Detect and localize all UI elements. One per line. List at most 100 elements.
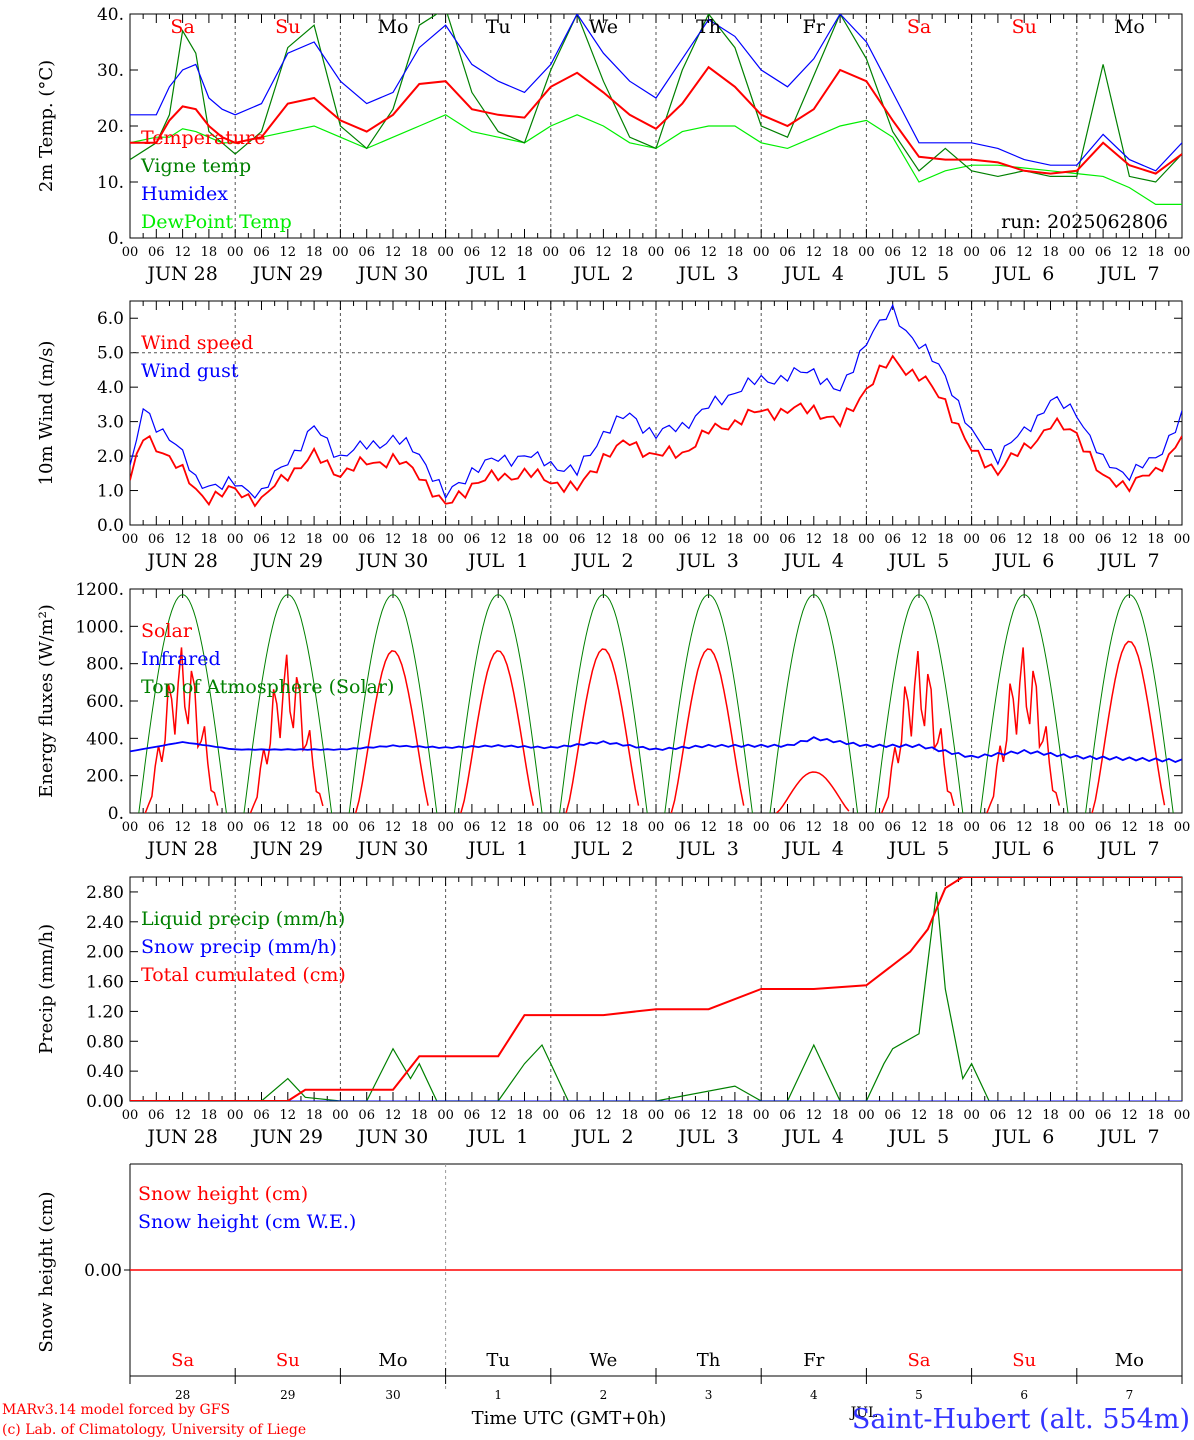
hour-label: 06 <box>884 245 901 260</box>
hour-label: 18 <box>306 245 323 260</box>
hour-label: 00 <box>227 245 244 260</box>
series-line-vigne-temp <box>130 14 1182 183</box>
y-tick-label: 1.0 <box>97 482 124 502</box>
y-tick-label: 3.0 <box>97 413 124 433</box>
hour-label: 18 <box>201 820 218 835</box>
hour-label: 18 <box>832 1108 849 1123</box>
y-tick-label: 1200. <box>75 580 124 600</box>
hour-label: 18 <box>621 1108 638 1123</box>
y-axis-label: Precip (mm/h) <box>36 924 57 1054</box>
hour-label: 06 <box>464 1108 481 1123</box>
hour-label: 00 <box>963 1108 980 1123</box>
day-number: 6 <box>1020 1388 1028 1402</box>
hour-label: 18 <box>621 820 638 835</box>
date-label: JUN 28 <box>145 263 217 285</box>
panel-4: 0.00 0.40 0.80 1.20 1.60 2.00 2.40 2.80 Precip (… <box>36 876 1183 1112</box>
hour-label: 00 <box>122 820 139 835</box>
hour-label: 00 <box>227 1108 244 1123</box>
hour-label: 12 <box>490 245 507 260</box>
hour-label: 06 <box>674 1108 691 1123</box>
series-line-toa-solar <box>1085 594 1174 813</box>
y-tick-label: 0. <box>108 804 124 824</box>
hour-label: 18 <box>1147 532 1164 547</box>
hour-label: 06 <box>148 532 165 547</box>
hour-label: 00 <box>332 820 349 835</box>
hour-labels: 00 06 12 18 00 06 12 18 00 06 12 18 00 06 12 18 00 06 12 18… <box>122 820 1191 860</box>
weekday-label: Mo <box>378 16 409 38</box>
date-label: JUL 3 <box>676 1126 738 1148</box>
hour-label: 06 <box>1095 1108 1112 1123</box>
hour-label: 12 <box>1121 1108 1138 1123</box>
hour-label: 12 <box>806 1108 823 1123</box>
hour-label: 12 <box>385 820 402 835</box>
hour-label: 00 <box>648 245 665 260</box>
hour-label: 18 <box>1042 1108 1059 1123</box>
hour-label: 12 <box>174 245 191 260</box>
legend-entry: DewPoint Temp <box>141 211 292 233</box>
panel-frame <box>129 588 1183 814</box>
hour-label: 06 <box>464 532 481 547</box>
hour-label: 18 <box>411 532 428 547</box>
panel-5: 0.00 Snow height (cm) Snow height (cm) Snow… <box>36 1163 1183 1402</box>
date-label: JUN 29 <box>251 1126 323 1148</box>
hour-label: 00 <box>963 245 980 260</box>
date-label: JUN 30 <box>356 1126 428 1148</box>
hour-label: 12 <box>595 820 612 835</box>
y-tick-label: 4.0 <box>97 378 124 398</box>
hour-label: 00 <box>122 245 139 260</box>
hour-label: 12 <box>174 1108 191 1123</box>
legend-entry: Snow height (cm W.E.) <box>138 1211 356 1233</box>
weekday-label: Su <box>275 16 300 38</box>
hour-label: 18 <box>516 1108 533 1123</box>
hour-label: 18 <box>832 820 849 835</box>
hour-label: 18 <box>201 532 218 547</box>
hour-label: 00 <box>1174 1108 1191 1123</box>
y-tick-label: 1.20 <box>86 1002 124 1022</box>
hour-label: 12 <box>700 1108 717 1123</box>
hour-label: 12 <box>1121 245 1138 260</box>
hour-label: 00 <box>858 532 875 547</box>
series-line-temperature <box>130 65 1182 175</box>
hour-label: 00 <box>437 245 454 260</box>
y-tick-label: 2.00 <box>86 943 124 963</box>
hour-label: 18 <box>1147 820 1164 835</box>
hour-label: 18 <box>516 245 533 260</box>
hour-label: 18 <box>1147 1108 1164 1123</box>
hour-label: 06 <box>990 820 1007 835</box>
series-line-toa-solar <box>243 594 333 813</box>
hour-label: 12 <box>174 820 191 835</box>
y-tick-label: 30. <box>97 61 124 81</box>
hour-label: 18 <box>306 532 323 547</box>
hour-label: 12 <box>911 820 928 835</box>
hour-label: 12 <box>806 532 823 547</box>
series-line-wind-gust <box>130 303 1182 500</box>
y-tick-label: 2.40 <box>86 913 124 933</box>
hour-label: 00 <box>543 820 560 835</box>
date-label: JUL 3 <box>676 550 738 572</box>
hour-label: 06 <box>253 1108 270 1123</box>
hour-label: 18 <box>411 820 428 835</box>
date-label: JUN 28 <box>145 838 217 860</box>
hour-label: 06 <box>569 532 586 547</box>
hour-label: 00 <box>122 532 139 547</box>
day-number: 3 <box>705 1388 713 1402</box>
hour-label: 18 <box>1147 245 1164 260</box>
weekday-label: Th <box>696 16 721 38</box>
hour-label: 18 <box>727 820 744 835</box>
hour-label: 12 <box>280 532 297 547</box>
date-label: JUL 4 <box>782 838 844 860</box>
hour-label: 12 <box>174 532 191 547</box>
hour-label: 00 <box>437 1108 454 1123</box>
hour-label: 06 <box>464 820 481 835</box>
y-tick-label: 0.00 <box>84 1261 122 1281</box>
date-label: JUL 3 <box>676 838 738 860</box>
y-axis-label: Energy fluxes (W/m²) <box>36 604 57 798</box>
panel-2: 0.0 1.0 2.0 3.0 4.0 5.0 6.0 10m Wind (m/s) Wind … <box>36 300 1183 536</box>
series-line-solar <box>460 649 535 813</box>
date-label: JUL 2 <box>571 838 633 860</box>
hour-label: 18 <box>621 532 638 547</box>
weekday-label: Fr <box>803 1350 824 1371</box>
hour-label: 00 <box>437 820 454 835</box>
legend-entry: Snow precip (mm/h) <box>141 936 337 958</box>
hour-label: 00 <box>1069 245 1086 260</box>
